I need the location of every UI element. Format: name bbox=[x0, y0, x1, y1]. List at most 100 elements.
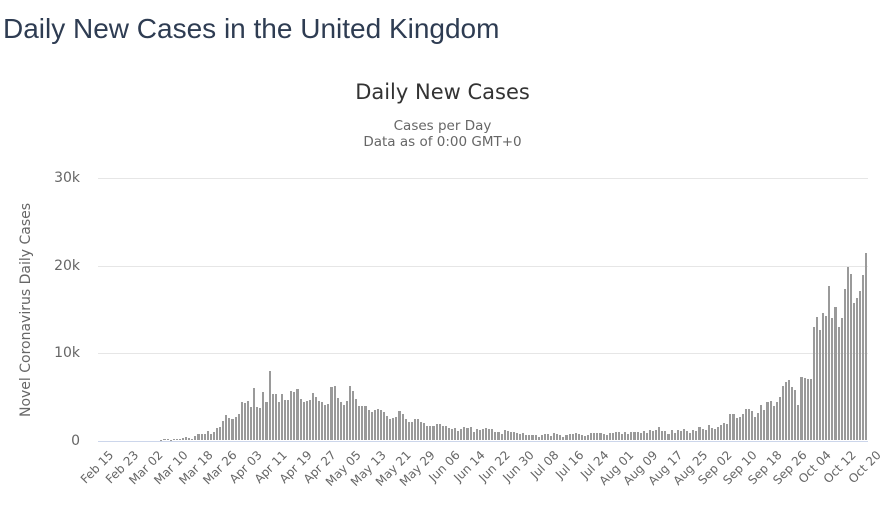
bar[interactable] bbox=[673, 432, 676, 440]
bar[interactable] bbox=[599, 433, 602, 440]
bar[interactable] bbox=[822, 312, 825, 440]
bar[interactable] bbox=[621, 433, 624, 440]
bar[interactable] bbox=[639, 433, 642, 440]
bar[interactable] bbox=[314, 396, 318, 440]
bar[interactable] bbox=[398, 411, 401, 440]
bar[interactable] bbox=[636, 432, 639, 440]
bar[interactable] bbox=[197, 434, 200, 440]
bar[interactable] bbox=[333, 385, 336, 440]
bar[interactable] bbox=[537, 436, 540, 440]
bar[interactable] bbox=[438, 424, 441, 440]
bar[interactable] bbox=[451, 429, 454, 440]
bar[interactable] bbox=[618, 432, 621, 440]
bar[interactable] bbox=[562, 436, 565, 440]
bar[interactable] bbox=[819, 329, 822, 440]
bar[interactable] bbox=[800, 377, 803, 440]
bar[interactable] bbox=[441, 425, 444, 440]
bar[interactable] bbox=[531, 434, 534, 440]
bar[interactable] bbox=[203, 433, 206, 440]
bar[interactable] bbox=[735, 418, 738, 440]
bar[interactable] bbox=[757, 412, 760, 440]
bar[interactable] bbox=[299, 399, 302, 440]
bar[interactable] bbox=[324, 404, 327, 440]
bar[interactable] bbox=[580, 434, 583, 440]
bar[interactable] bbox=[716, 426, 720, 440]
bar[interactable] bbox=[543, 434, 546, 440]
bar[interactable] bbox=[481, 429, 485, 440]
bar[interactable] bbox=[624, 431, 627, 440]
bar[interactable] bbox=[611, 432, 614, 440]
bar[interactable] bbox=[457, 431, 460, 440]
bar[interactable] bbox=[661, 430, 664, 440]
bar[interactable] bbox=[370, 411, 373, 440]
bar[interactable] bbox=[308, 399, 311, 440]
bar[interactable] bbox=[540, 434, 543, 440]
bar[interactable] bbox=[188, 437, 191, 440]
bar[interactable] bbox=[216, 427, 219, 440]
bar[interactable] bbox=[339, 401, 342, 440]
bar[interactable] bbox=[565, 435, 568, 440]
bar[interactable] bbox=[435, 423, 438, 440]
bar[interactable] bbox=[630, 432, 633, 440]
bar[interactable] bbox=[277, 401, 280, 440]
bar[interactable] bbox=[246, 401, 250, 440]
bar[interactable] bbox=[404, 418, 407, 440]
bar[interactable] bbox=[732, 414, 735, 440]
bar[interactable] bbox=[392, 418, 395, 440]
bar[interactable] bbox=[859, 291, 862, 440]
bar[interactable] bbox=[676, 429, 679, 440]
bar[interactable] bbox=[287, 399, 290, 440]
bar[interactable] bbox=[163, 439, 166, 440]
bar[interactable] bbox=[321, 402, 324, 440]
bar[interactable] bbox=[515, 432, 519, 440]
bar[interactable] bbox=[614, 432, 617, 440]
bar[interactable] bbox=[596, 433, 599, 440]
bar[interactable] bbox=[797, 404, 800, 440]
bar[interactable] bbox=[590, 433, 593, 440]
bar[interactable] bbox=[209, 434, 212, 440]
bar[interactable] bbox=[423, 423, 426, 440]
bar[interactable] bbox=[506, 431, 509, 440]
bar[interactable] bbox=[605, 434, 608, 440]
bar[interactable] bbox=[754, 417, 757, 440]
bar[interactable] bbox=[840, 317, 843, 440]
bar[interactable] bbox=[206, 430, 209, 440]
bar[interactable] bbox=[593, 433, 596, 440]
bar[interactable] bbox=[219, 427, 222, 440]
bar[interactable] bbox=[348, 386, 352, 440]
bar[interactable] bbox=[290, 390, 293, 440]
bar[interactable] bbox=[469, 426, 472, 440]
bar[interactable] bbox=[571, 433, 574, 440]
bar[interactable] bbox=[723, 423, 726, 440]
bar[interactable] bbox=[686, 430, 689, 440]
bar[interactable] bbox=[602, 434, 605, 440]
bar[interactable] bbox=[763, 410, 766, 440]
bar[interactable] bbox=[692, 429, 695, 440]
bar[interactable] bbox=[491, 429, 494, 440]
bar[interactable] bbox=[522, 432, 525, 440]
bar[interactable] bbox=[707, 424, 710, 440]
bar[interactable] bbox=[559, 435, 562, 440]
bar[interactable] bbox=[584, 436, 587, 440]
bar[interactable] bbox=[587, 435, 590, 440]
bar[interactable] bbox=[222, 421, 225, 440]
bar[interactable] bbox=[667, 434, 670, 440]
bar[interactable] bbox=[772, 405, 775, 440]
bar[interactable] bbox=[342, 405, 345, 440]
bar[interactable] bbox=[253, 388, 256, 440]
bar[interactable] bbox=[549, 435, 553, 440]
bar[interactable] bbox=[311, 392, 314, 440]
bar[interactable] bbox=[658, 427, 661, 440]
bar[interactable] bbox=[460, 428, 463, 440]
bar[interactable] bbox=[553, 432, 556, 440]
bar[interactable] bbox=[574, 432, 577, 440]
bar[interactable] bbox=[200, 434, 203, 440]
bar[interactable] bbox=[747, 409, 750, 440]
bar[interactable] bbox=[327, 404, 330, 440]
bar[interactable] bbox=[432, 425, 435, 440]
bar[interactable] bbox=[766, 402, 769, 440]
bar[interactable] bbox=[750, 410, 754, 440]
bar[interactable] bbox=[809, 378, 812, 440]
bar[interactable] bbox=[231, 418, 234, 440]
bar[interactable] bbox=[234, 416, 237, 440]
